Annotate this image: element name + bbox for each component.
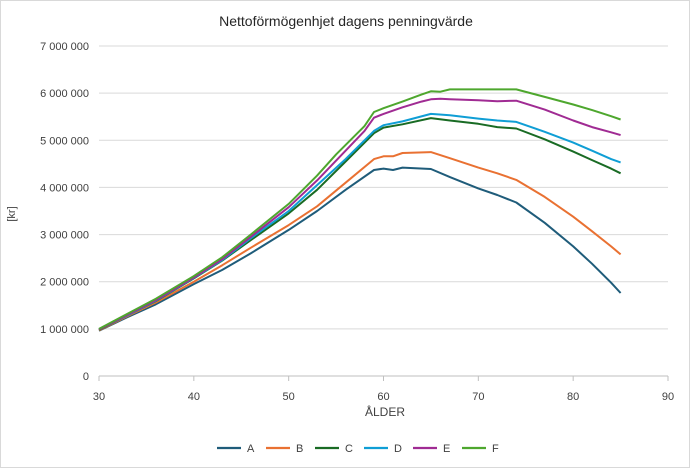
x-tick-label: 50 [283,391,295,403]
axes: 0 1 000 000 2 000 000 3 000 000 4 000 000 5 0… [40,41,674,403]
series-line-b [98,151,622,332]
legend-item-b: B [266,443,303,455]
legend-label: C [345,443,353,455]
legend-item-c: C [315,443,353,455]
y-tick-label: 4 000 000 [40,182,89,194]
series-line-a [98,166,622,332]
legend-item-e: E [413,443,450,455]
legend-item-a: A [217,443,255,455]
legend: A B C D E F [217,443,499,455]
legend-item-f: F [462,443,499,455]
legend-item-d: D [364,443,402,455]
legend-label: A [247,443,255,455]
x-tick-label: 40 [188,391,200,403]
y-tick-label: 3 000 000 [40,230,89,242]
series-lines [98,88,622,332]
x-tick-label: 90 [662,391,674,403]
y-tick-label: 2 000 000 [40,277,89,289]
x-tick-label: 60 [377,391,389,403]
legend-label: B [296,443,303,455]
y-tick-label: 7 000 000 [40,41,89,53]
x-tick-label: 70 [472,391,484,403]
y-tick-label: 0 [83,371,89,383]
y-tick-label: 5 000 000 [40,135,89,147]
legend-label: F [492,443,499,455]
legend-label: D [394,443,402,455]
y-tick-label: 1 000 000 [40,324,89,336]
series-line-c [98,117,622,331]
legend-label: E [443,443,450,455]
chart-title: Nettoförmögenhjet dagens penningvärde [219,13,473,29]
y-tick-label: 6 000 000 [40,88,89,100]
x-tick-label: 80 [567,391,579,403]
y-axis-title: [kr] [6,206,18,221]
series-line-e [98,97,621,331]
x-axis-title: ÅLDER [365,404,405,419]
x-tick-label: 30 [93,391,105,403]
series-line-f [98,88,621,330]
